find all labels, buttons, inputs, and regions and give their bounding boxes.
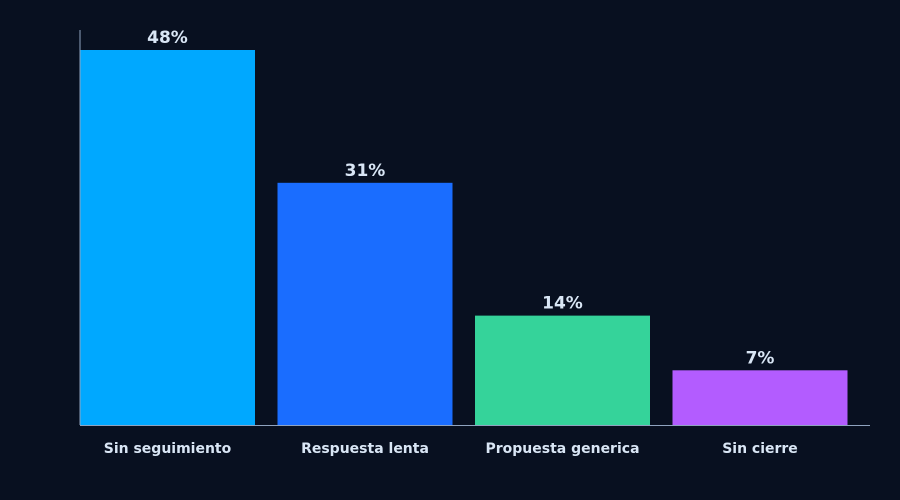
bar-respuesta-lenta <box>277 182 453 425</box>
bar-sin-seguimiento <box>80 50 255 425</box>
value-label-sin-cierre: 7% <box>746 348 775 368</box>
value-labels-group: 48% 31% 14% 7% <box>147 28 774 368</box>
value-label-sin-seguimiento: 48% <box>147 28 188 48</box>
bar-propuesta-generica <box>475 315 650 425</box>
tick-labels-group: Sin seguimiento Respuesta lenta Propuesta … <box>104 441 798 457</box>
tick-label-respuesta-lenta: Respuesta lenta <box>301 441 429 457</box>
bar-sin-cierre <box>672 370 848 425</box>
tick-label-sin-cierre: Sin cierre <box>722 441 798 457</box>
tick-label-sin-seguimiento: Sin seguimiento <box>104 441 232 457</box>
value-label-propuesta-generica: 14% <box>542 294 583 314</box>
value-label-respuesta-lenta: 31% <box>345 161 386 181</box>
tick-label-propuesta-generica: Propuesta generica <box>485 441 639 457</box>
bars-group <box>80 50 848 425</box>
